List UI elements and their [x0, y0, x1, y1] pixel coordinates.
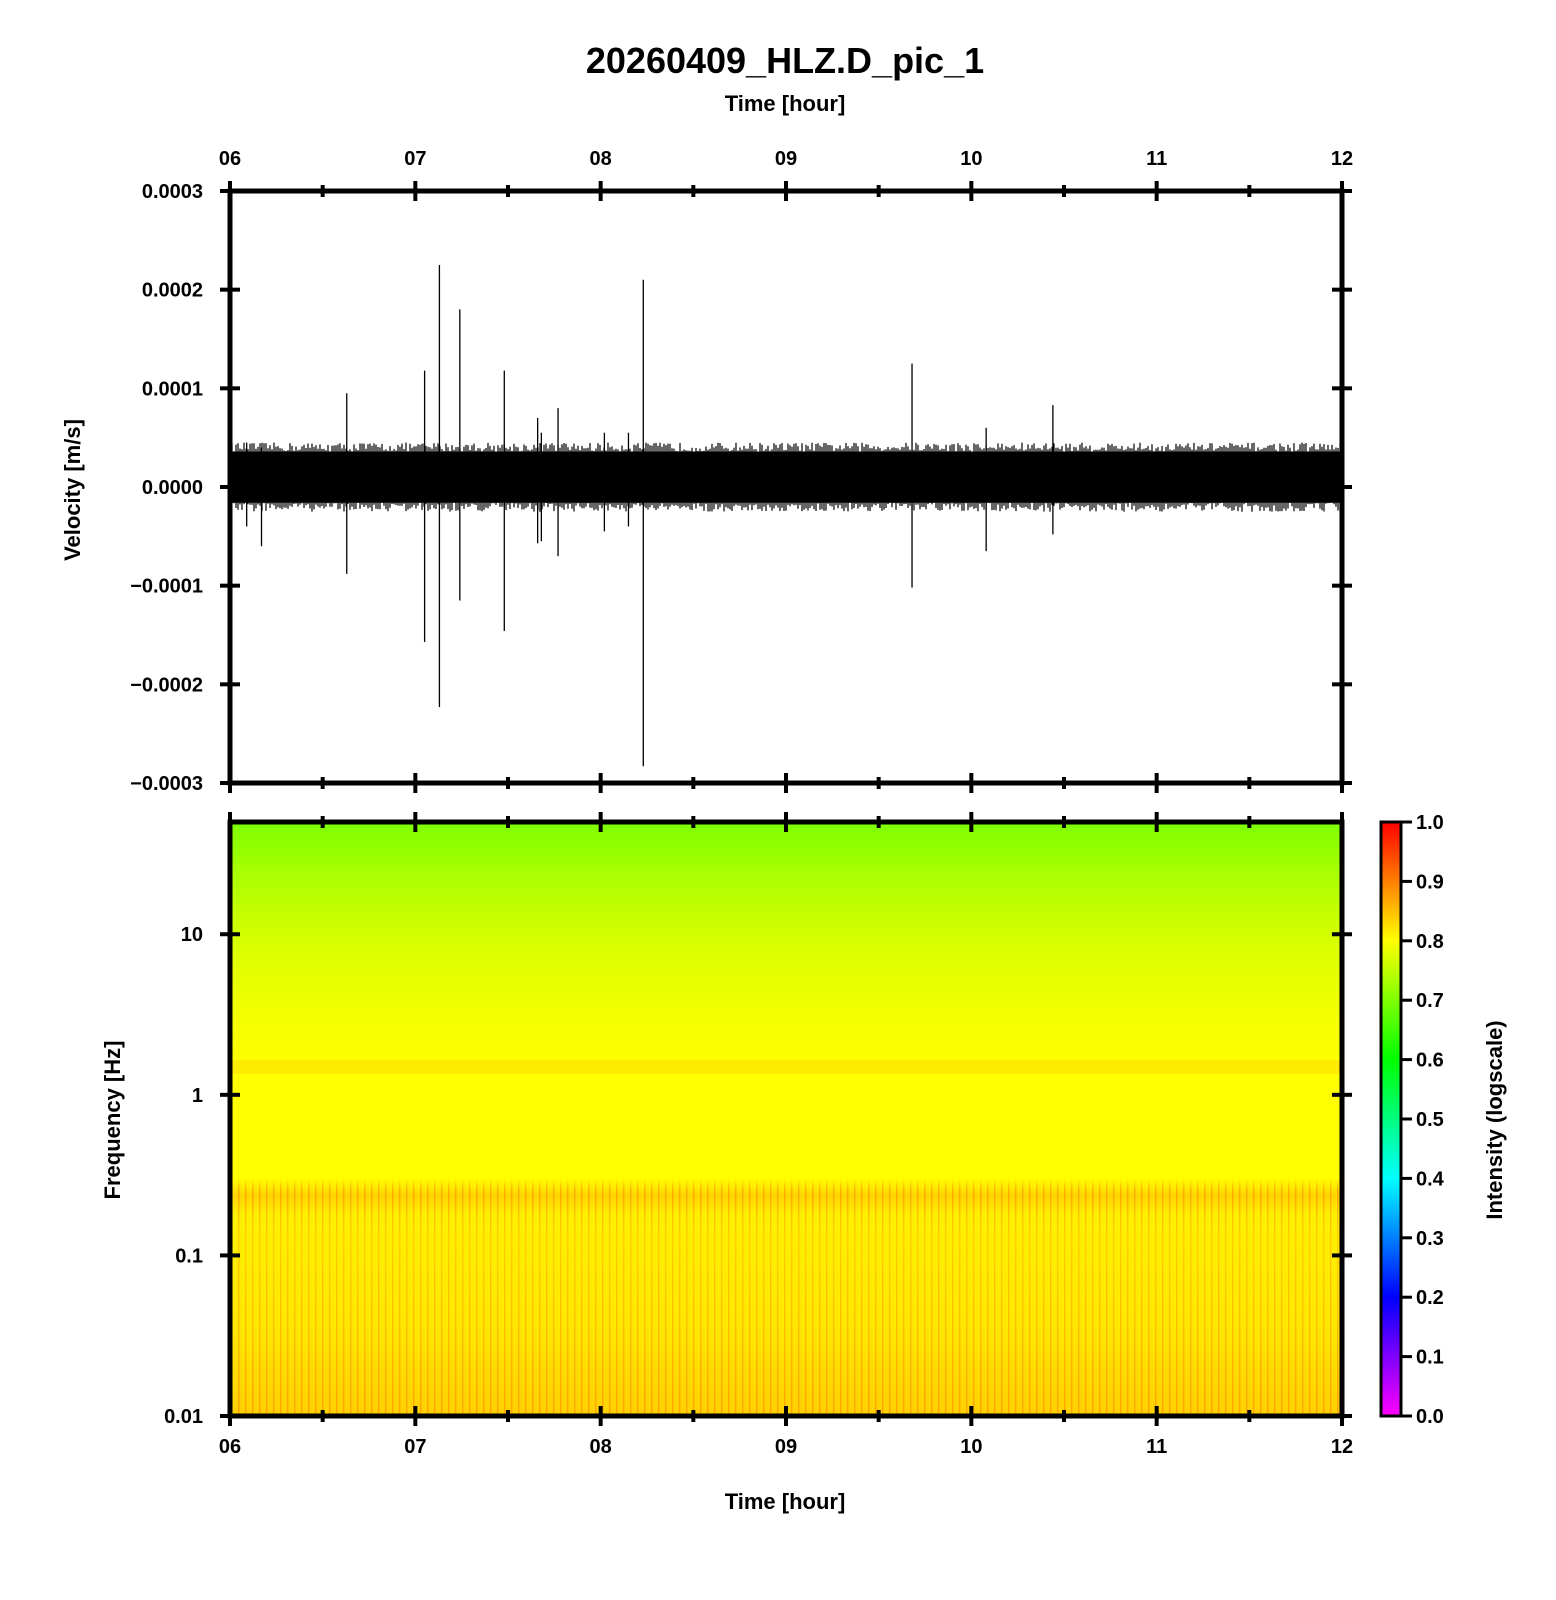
velocity-y-axis-label: Velocity [m/s] [60, 419, 85, 561]
spectrogram-ticks [220, 812, 1352, 1426]
frequency-y-tick-label: 1 [192, 1085, 203, 1107]
colorbar-tick-label: 0.2 [1416, 1287, 1444, 1309]
velocity-y-tick-labels: 0.0003 0.0002 0.0001 0.0000 −0.0001 −0.0002 −0… [130, 181, 203, 795]
bottom-x-tick-label: 06 [219, 1436, 241, 1458]
colorbar-label: Intensity (logscale) [1482, 1020, 1507, 1219]
top-x-axis-label: Time [hour] [725, 91, 846, 116]
velocity-plot-ticks [220, 181, 1352, 793]
top-x-tick-label: 11 [1146, 148, 1167, 170]
frequency-y-axis-label: Frequency [Hz] [100, 1041, 125, 1200]
bottom-x-tick-label: 09 [775, 1436, 797, 1458]
bottom-x-tick-label: 11 [1146, 1436, 1167, 1458]
velocity-y-tick-label: −0.0002 [130, 674, 203, 696]
colorbar-tick-label: 0.9 [1416, 871, 1444, 893]
velocity-y-tick-label: −0.0003 [130, 773, 203, 795]
velocity-spikes [246, 265, 1054, 767]
colorbar: 1.0 0.9 0.8 0.7 0.6 0.5 0.4 0.3 0.2 0.1 0.0 [1379, 812, 1445, 1428]
colorbar-tick-label: 0.5 [1416, 1109, 1444, 1131]
top-x-tick-label: 12 [1331, 148, 1353, 170]
colorbar-gradient [1381, 822, 1401, 1416]
top-x-tick-label: 06 [219, 148, 241, 170]
bottom-x-tick-label: 10 [960, 1436, 982, 1458]
top-x-tick-label: 09 [775, 148, 797, 170]
top-x-tick-label: 10 [960, 148, 982, 170]
velocity-y-tick-label: 0.0000 [142, 477, 203, 499]
colorbar-tick-label: 0.6 [1416, 1050, 1444, 1072]
spectrogram-plot [220, 812, 1352, 1426]
velocity-y-tick-label: 0.0002 [142, 280, 203, 302]
frequency-y-tick-labels: 10 1 0.1 0.01 [164, 924, 203, 1428]
bottom-x-axis-label: Time [hour] [725, 1489, 846, 1514]
velocity-y-tick-label: 0.0003 [142, 181, 203, 203]
bottom-x-tick-labels: 06 07 08 09 10 11 12 [219, 1436, 1353, 1458]
bottom-x-tick-label: 08 [590, 1436, 612, 1458]
noise-band [229, 442, 1342, 512]
colorbar-tick-label: 0.0 [1416, 1406, 1444, 1428]
frequency-y-tick-label: 10 [181, 924, 203, 946]
top-x-tick-label: 08 [590, 148, 612, 170]
colorbar-tick-label: 0.8 [1416, 931, 1444, 953]
colorbar-tick-label: 0.3 [1416, 1228, 1444, 1250]
bottom-x-tick-label: 12 [1331, 1436, 1353, 1458]
velocity-y-tick-label: −0.0001 [130, 576, 203, 598]
spectrogram-texture [230, 822, 1342, 1416]
colorbar-tick-label: 0.7 [1416, 990, 1444, 1012]
velocity-y-tick-label: 0.0001 [142, 378, 203, 400]
spectrogram-band-1hz [230, 1060, 1342, 1074]
frequency-y-tick-label: 0.01 [164, 1406, 203, 1428]
bottom-x-tick-label: 07 [404, 1436, 426, 1458]
chart-title: 20260409_HLZ.D_pic_1 [586, 40, 984, 81]
frequency-y-tick-label: 0.1 [175, 1245, 203, 1267]
colorbar-tick-label: 1.0 [1416, 812, 1444, 834]
top-x-tick-label: 07 [404, 148, 426, 170]
colorbar-ticks: 1.0 0.9 0.8 0.7 0.6 0.5 0.4 0.3 0.2 0.1 0.0 [1401, 812, 1445, 1428]
top-x-tick-labels: 06 07 08 09 10 11 12 [219, 148, 1353, 170]
colorbar-tick-label: 0.1 [1416, 1347, 1444, 1369]
colorbar-tick-label: 0.4 [1416, 1168, 1445, 1190]
velocity-plot [220, 181, 1352, 793]
